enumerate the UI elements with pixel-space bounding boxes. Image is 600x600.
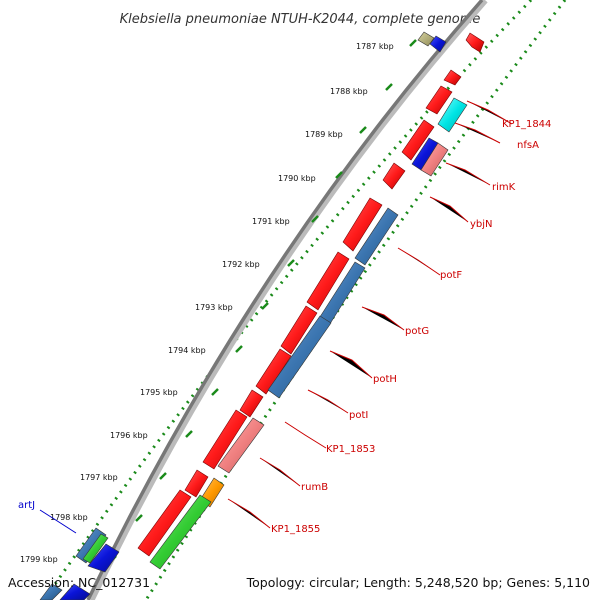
gene-label: nfsA xyxy=(517,140,539,151)
gene-feature xyxy=(417,31,435,47)
gene-feature xyxy=(425,85,453,115)
gene-feature xyxy=(437,97,468,133)
gene-label: rumB xyxy=(301,482,328,493)
accession-text: Accession: NC_012731 xyxy=(8,575,150,590)
gene-label: rimK xyxy=(492,182,516,193)
second-track-features xyxy=(39,31,468,600)
gene-feature xyxy=(342,197,383,252)
ruler-tick-label: 1788 kbp xyxy=(330,87,368,96)
gene-label: potG xyxy=(405,326,429,337)
ruler-tick-label: 1793 kbp xyxy=(195,303,233,312)
gene-feature xyxy=(137,489,192,557)
gene-feature xyxy=(217,417,265,474)
forward-strand-features xyxy=(137,32,485,557)
gene-label: potH xyxy=(373,374,397,385)
ruler-tick-label: 1787 kbp xyxy=(356,42,394,51)
gene-feature xyxy=(280,305,318,355)
gene-feature xyxy=(354,207,399,266)
ruler-tick-label: 1799 kbp xyxy=(20,555,58,564)
gene-labels: KP1_1844 nfsA rimK ybjN potF potG potH p… xyxy=(18,119,551,535)
ruler-tick-label: 1798 kbp xyxy=(50,513,88,522)
gene-label: KP1_1844 xyxy=(502,119,551,130)
gene-feature xyxy=(39,583,63,600)
gene-feature xyxy=(429,35,447,53)
gene-feature xyxy=(382,162,406,190)
gene-feature xyxy=(443,69,462,86)
gene-feature xyxy=(267,315,332,399)
gene-feature xyxy=(465,32,485,53)
gene-feature xyxy=(87,543,120,573)
gene-feature xyxy=(239,389,264,418)
gene-feature xyxy=(202,409,248,470)
ruler-tick-label: 1796 kbp xyxy=(110,431,148,440)
outer-tick-ring xyxy=(42,0,533,600)
gene-feature xyxy=(401,119,435,161)
gene-feature xyxy=(306,251,350,311)
ruler-tick-label: 1792 kbp xyxy=(222,260,260,269)
gene-label: ybjN xyxy=(470,219,493,230)
backbone xyxy=(86,0,484,600)
gene-feature xyxy=(75,527,107,564)
label-leaders xyxy=(227,100,513,529)
ruler-tick-label: 1790 kbp xyxy=(278,174,316,183)
gene-label: KP1_1855 xyxy=(271,524,320,535)
gene-feature xyxy=(59,583,91,600)
ruler-tick-label: 1797 kbp xyxy=(80,473,118,482)
ruler-labels: 1787 kbp 1788 kbp 1789 kbp 1790 kbp 1791… xyxy=(20,42,394,564)
label-leader-artJ xyxy=(39,509,77,534)
gene-label: artJ xyxy=(18,500,35,511)
ruler-tick-label: 1791 kbp xyxy=(252,217,290,226)
gene-feature xyxy=(255,348,292,395)
gene-label: KP1_1853 xyxy=(326,444,375,455)
backbone-shadow xyxy=(87,0,488,600)
gene-feature xyxy=(184,469,209,498)
ruler-tick-label: 1794 kbp xyxy=(168,346,206,355)
gene-feature xyxy=(82,533,109,564)
gene-label: potF xyxy=(440,270,462,281)
map-title: Klebsiella pneumoniae NTUH-K2044, comple… xyxy=(120,12,481,27)
genome-summary-text: Topology: circular; Length: 5,248,520 bp… xyxy=(246,575,590,590)
ruler-tick-label: 1795 kbp xyxy=(140,388,178,397)
gene-label: potI xyxy=(349,410,368,421)
ruler-tick-marks xyxy=(109,39,417,563)
gene-feature xyxy=(420,142,449,177)
gene-feature xyxy=(149,494,212,570)
ruler-tick-label: 1789 kbp xyxy=(305,130,343,139)
